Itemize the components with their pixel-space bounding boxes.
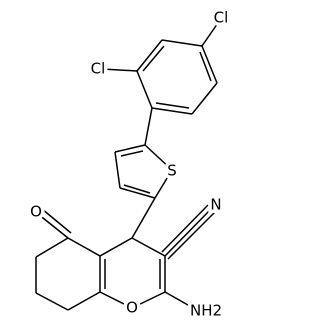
atom-label: S — [167, 162, 177, 180]
atom-label: O — [126, 299, 138, 317]
atom-label: Cl — [91, 60, 106, 78]
atom-label: Cl — [214, 9, 229, 27]
molecule: Cl Cl S O N O NH2 — [30, 8, 229, 320]
atom-label: N — [210, 196, 221, 214]
atom-label: O — [30, 203, 42, 221]
atom-label: NH2 — [190, 302, 222, 320]
bonds — [35, 19, 221, 311]
